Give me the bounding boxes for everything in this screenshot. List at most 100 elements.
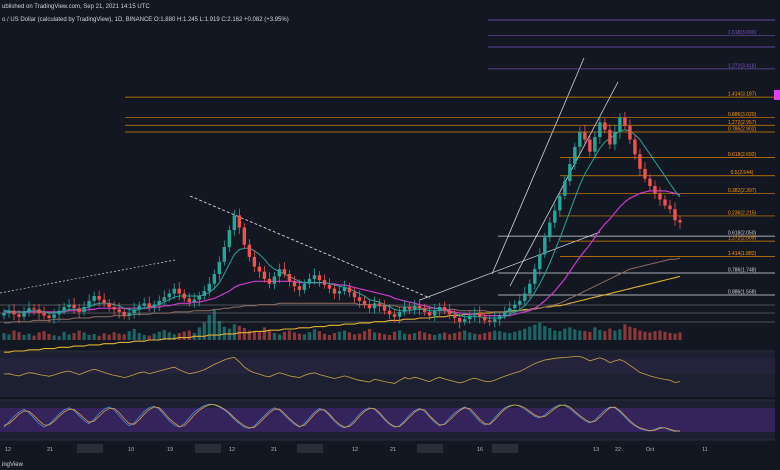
volume-bar xyxy=(658,330,662,340)
volume-bar xyxy=(147,335,151,340)
time-axis-label: 19 xyxy=(167,447,173,453)
volume-bar xyxy=(523,328,527,340)
time-axis-label: 12 xyxy=(5,447,11,453)
candle-body xyxy=(12,310,16,315)
volume-bar xyxy=(2,333,6,340)
stoch-k-line xyxy=(3,403,681,432)
volume-bar xyxy=(322,333,327,340)
candle-body xyxy=(107,303,111,307)
volume-bar xyxy=(483,333,487,340)
candle-body xyxy=(483,316,487,321)
candle-body xyxy=(663,199,667,206)
fib-level-label: 1.272(2.957) xyxy=(728,120,757,126)
candle-body xyxy=(543,237,547,255)
candle-body xyxy=(583,132,587,140)
time-axis-highlight xyxy=(492,444,518,453)
time-axis-highlight xyxy=(417,444,443,453)
volume-bar xyxy=(578,330,582,340)
volume-bar xyxy=(408,334,412,340)
volume-bar xyxy=(212,310,216,340)
candle-body xyxy=(262,271,267,279)
volume-bar xyxy=(588,331,592,340)
volume-bar xyxy=(97,335,101,340)
candle-body xyxy=(538,254,542,270)
volume-bar xyxy=(232,324,236,340)
candle-body xyxy=(322,280,327,285)
time-axis-highlight xyxy=(77,444,103,453)
candle-body xyxy=(102,299,106,304)
candle-body xyxy=(217,261,222,274)
volume-bar xyxy=(468,332,472,340)
candle-body xyxy=(467,315,472,320)
volume-bar xyxy=(413,333,417,340)
candle-body xyxy=(643,168,647,179)
volume-bar xyxy=(152,333,156,340)
volume-bar xyxy=(387,334,392,340)
candle-body xyxy=(267,278,272,284)
volume-bar xyxy=(663,331,667,340)
volume-bar xyxy=(643,331,647,340)
candle-body xyxy=(442,307,447,311)
volume-bar xyxy=(453,333,457,340)
time-axis: 12 21 10 19 12 21 12 21 16 13 22 Oct 11 xyxy=(5,444,708,453)
candle-body xyxy=(397,311,402,317)
candle-body xyxy=(167,293,171,298)
volume-bar xyxy=(513,331,517,340)
candle-body xyxy=(427,311,432,316)
candle-body xyxy=(658,193,662,200)
candle-body xyxy=(42,313,46,316)
candle-body xyxy=(508,308,512,312)
volume-bar xyxy=(132,328,136,340)
candle-body xyxy=(523,293,527,301)
candle-body xyxy=(242,227,247,245)
volume-bar xyxy=(352,334,357,340)
candle-body xyxy=(52,314,56,318)
volume-bar xyxy=(42,331,46,340)
fib-level-label: 0.786(2.902) xyxy=(728,126,757,132)
time-axis-highlight xyxy=(297,444,323,453)
volume-bar xyxy=(508,333,512,340)
volume-bar xyxy=(488,331,492,340)
candle-body xyxy=(112,307,116,310)
ascending-trendline-left xyxy=(0,259,176,294)
candle-body xyxy=(452,314,457,318)
fib-level-label: 0.786(1.748) xyxy=(728,268,757,274)
candle-body xyxy=(297,286,302,290)
candle-body xyxy=(247,244,252,257)
candle-body xyxy=(382,305,387,311)
chart-symbol-info: o / US Dollar (calculated by TradingView… xyxy=(2,17,289,23)
candle-body xyxy=(87,300,91,307)
candle-body xyxy=(613,132,617,145)
candle-body xyxy=(272,276,277,284)
candle-body xyxy=(573,146,577,164)
time-axis-label: 11 xyxy=(702,447,708,453)
candle-body xyxy=(402,307,407,312)
fib-level-label: 0.618(2.050) xyxy=(728,231,757,237)
candle-body xyxy=(157,300,161,305)
fib-level-label: 1.618(3.690) xyxy=(728,30,757,36)
candle-body xyxy=(528,283,532,294)
volume-bar xyxy=(528,326,532,340)
fib-level-label: 0.382(2.397) xyxy=(728,188,757,194)
volume-bar xyxy=(297,333,302,340)
candle-body xyxy=(648,178,652,186)
candle-body xyxy=(633,139,637,155)
volume-bar xyxy=(598,329,602,340)
volume-bar xyxy=(357,333,362,340)
candle-body xyxy=(327,285,332,289)
descending-trendline xyxy=(189,195,431,299)
candle-body xyxy=(608,129,612,145)
candle-body xyxy=(252,256,257,267)
volume-bar xyxy=(397,330,402,340)
volume-bar xyxy=(57,336,61,340)
candle-body xyxy=(277,269,282,277)
time-axis-label: 10 xyxy=(128,447,134,453)
volume-bar xyxy=(418,331,422,340)
volume-bar xyxy=(172,334,176,340)
fib-level-label: 0.886(3.020) xyxy=(728,112,757,118)
candle-body xyxy=(7,310,11,314)
volume-bar xyxy=(167,332,171,340)
candle-body xyxy=(447,310,452,315)
